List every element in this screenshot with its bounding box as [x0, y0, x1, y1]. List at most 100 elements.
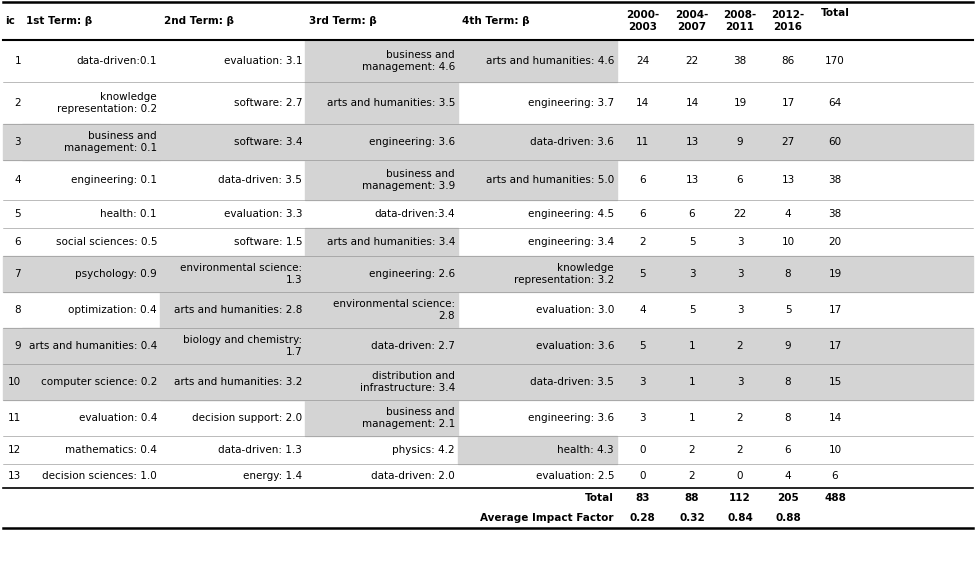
Text: Total: Total [821, 8, 849, 18]
Text: engineering: 3.6: engineering: 3.6 [369, 137, 455, 147]
Text: 5: 5 [688, 237, 695, 247]
Text: 11: 11 [636, 137, 649, 147]
Text: 88: 88 [684, 493, 699, 503]
Text: psychology: 0.9: psychology: 0.9 [75, 269, 157, 279]
Bar [3, 328, 973, 364]
Text: data-driven: 3.5: data-driven: 3.5 [218, 175, 302, 185]
Text: 6: 6 [640, 209, 645, 219]
Text: 5: 5 [640, 269, 645, 279]
Text: 64: 64 [829, 98, 841, 108]
Text: 17: 17 [781, 98, 795, 108]
Text: 9: 9 [737, 137, 743, 147]
Text: business and
management: 2.1: business and management: 2.1 [362, 407, 455, 429]
Text: 83: 83 [636, 493, 649, 503]
Bar [3, 124, 973, 160]
Text: 2: 2 [737, 413, 743, 423]
Text: 488: 488 [824, 493, 846, 503]
Text: 2: 2 [737, 341, 743, 351]
Text: social sciences: 0.5: social sciences: 0.5 [56, 237, 157, 247]
Text: 2012-
2016: 2012- 2016 [771, 10, 804, 32]
Text: 8: 8 [785, 269, 792, 279]
Text: 4: 4 [640, 305, 645, 315]
Text: 6: 6 [832, 471, 838, 481]
Text: 38: 38 [829, 209, 841, 219]
Text: data-driven: 2.7: data-driven: 2.7 [371, 341, 455, 351]
Text: evaluation: 3.1: evaluation: 3.1 [223, 56, 302, 66]
Text: 1: 1 [688, 377, 695, 387]
Text: computer science: 0.2: computer science: 0.2 [41, 377, 157, 387]
Text: 86: 86 [781, 56, 795, 66]
Text: health: 0.1: health: 0.1 [100, 209, 157, 219]
Text: 27: 27 [781, 137, 795, 147]
Text: 5: 5 [785, 305, 792, 315]
Text: 0: 0 [640, 445, 645, 455]
Bar [22, 328, 160, 364]
Bar [3, 256, 973, 292]
Text: evaluation: 3.6: evaluation: 3.6 [535, 341, 614, 351]
Text: 0: 0 [737, 471, 743, 481]
Text: distribution and
infrastructure: 3.4: distribution and infrastructure: 3.4 [360, 371, 455, 393]
Text: 0.28: 0.28 [630, 513, 655, 523]
Text: 6: 6 [640, 175, 645, 185]
Text: data-driven: 3.5: data-driven: 3.5 [530, 377, 614, 387]
Bar [22, 124, 160, 160]
Text: 3: 3 [15, 137, 21, 147]
Text: 170: 170 [825, 56, 845, 66]
Text: 2000-
2003: 2000- 2003 [626, 10, 659, 32]
Text: engineering: 2.6: engineering: 2.6 [369, 269, 455, 279]
Text: 0.32: 0.32 [680, 513, 705, 523]
Text: arts and humanities: 3.2: arts and humanities: 3.2 [174, 377, 302, 387]
Text: data-driven:0.1: data-driven:0.1 [76, 56, 157, 66]
Text: 2: 2 [688, 471, 695, 481]
Text: 10: 10 [829, 445, 841, 455]
Text: software: 3.4: software: 3.4 [233, 137, 302, 147]
Text: 10: 10 [781, 237, 795, 247]
Text: software: 2.7: software: 2.7 [233, 98, 302, 108]
Text: 2: 2 [15, 98, 21, 108]
Text: arts and humanities: 5.0: arts and humanities: 5.0 [486, 175, 614, 185]
Text: 0.88: 0.88 [775, 513, 800, 523]
Text: energy: 1.4: energy: 1.4 [243, 471, 302, 481]
Text: evaluation: 0.4: evaluation: 0.4 [79, 413, 157, 423]
Text: arts and humanities: 4.6: arts and humanities: 4.6 [486, 56, 614, 66]
Text: data-driven:3.4: data-driven:3.4 [374, 209, 455, 219]
Text: 3: 3 [688, 269, 695, 279]
Text: 2nd Term: β: 2nd Term: β [164, 16, 234, 26]
Text: ic: ic [5, 16, 15, 26]
Text: 0.84: 0.84 [727, 513, 753, 523]
Bar [305, 292, 458, 328]
Text: business and
management: 3.9: business and management: 3.9 [362, 169, 455, 191]
Text: 8: 8 [785, 413, 792, 423]
Text: 3rd Term: β: 3rd Term: β [309, 16, 376, 26]
Text: 10: 10 [8, 377, 21, 387]
Text: 6: 6 [15, 237, 21, 247]
Text: decision sciences: 1.0: decision sciences: 1.0 [42, 471, 157, 481]
Bar [160, 364, 305, 400]
Text: 13: 13 [781, 175, 795, 185]
Bar [458, 160, 617, 200]
Text: 2: 2 [688, 445, 695, 455]
Text: 5: 5 [15, 209, 21, 219]
Text: 4: 4 [785, 209, 792, 219]
Text: 9: 9 [785, 341, 792, 351]
Text: 14: 14 [829, 413, 841, 423]
Text: environmental science:
1.3: environmental science: 1.3 [179, 263, 302, 285]
Text: 22: 22 [685, 56, 699, 66]
Text: engineering: 3.6: engineering: 3.6 [527, 413, 614, 423]
Text: business and
management: 0.1: business and management: 0.1 [64, 131, 157, 153]
Text: 1: 1 [15, 56, 21, 66]
Text: data-driven: 2.0: data-driven: 2.0 [371, 471, 455, 481]
Text: 3: 3 [640, 377, 645, 387]
Bar [160, 292, 305, 328]
Text: 17: 17 [829, 305, 841, 315]
Text: arts and humanities: 2.8: arts and humanities: 2.8 [174, 305, 302, 315]
Text: environmental science:
2.8: environmental science: 2.8 [332, 299, 455, 321]
Bar [305, 400, 458, 436]
Bar [305, 40, 458, 82]
Bar [305, 228, 458, 256]
Text: 14: 14 [685, 98, 699, 108]
Text: 14: 14 [636, 98, 649, 108]
Text: decision support: 2.0: decision support: 2.0 [192, 413, 302, 423]
Text: 8: 8 [785, 377, 792, 387]
Text: 4: 4 [15, 175, 21, 185]
